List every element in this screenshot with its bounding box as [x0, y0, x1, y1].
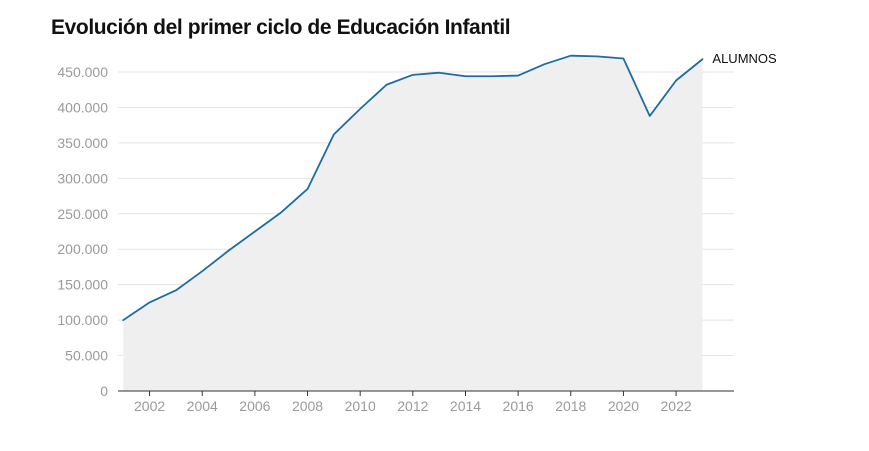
- series-line-path: [122, 54, 704, 322]
- x-tick-label: 2010: [345, 398, 376, 414]
- x-axis: [118, 390, 734, 396]
- y-tick-label: 0: [100, 383, 108, 399]
- y-tick-label: 150.000: [57, 277, 108, 293]
- x-tick-label: 2014: [450, 398, 481, 414]
- x-tick-label: 2018: [555, 398, 586, 414]
- x-tick-label: 2022: [661, 398, 692, 414]
- y-tick-label: 100.000: [57, 312, 108, 328]
- series-label: ALUMNOS: [712, 51, 777, 66]
- x-axis-labels: 2002 2004 2006 2008 2010 2012 2014 2016 2018 2020…: [134, 398, 692, 414]
- series-area: [123, 55, 703, 391]
- area-fill: [123, 55, 703, 391]
- y-tick-label: 200.000: [57, 241, 108, 257]
- series-line: [122, 54, 704, 322]
- y-tick-label: 300.000: [57, 170, 108, 186]
- x-tick-label: 2012: [397, 398, 428, 414]
- x-tick-label: 2006: [239, 398, 270, 414]
- x-tick-label: 2004: [187, 398, 218, 414]
- x-tick-label: 2002: [134, 398, 165, 414]
- chart-title: Evolución del primer ciclo de Educación …: [51, 16, 511, 39]
- x-tick-label: 2008: [292, 398, 323, 414]
- y-axis-labels: 0 50.000 100.000 150.000 200.000 250.000 300.0…: [57, 64, 108, 399]
- y-tick-label: 400.000: [57, 99, 108, 115]
- x-tick-label: 2016: [503, 398, 534, 414]
- series-labels: ALUMNOS: [712, 51, 777, 66]
- y-tick-label: 450.000: [57, 64, 108, 80]
- x-tick-label: 2020: [608, 398, 639, 414]
- y-tick-label: 250.000: [57, 206, 108, 222]
- y-tick-label: 50.000: [65, 348, 108, 364]
- y-tick-label: 350.000: [57, 135, 108, 151]
